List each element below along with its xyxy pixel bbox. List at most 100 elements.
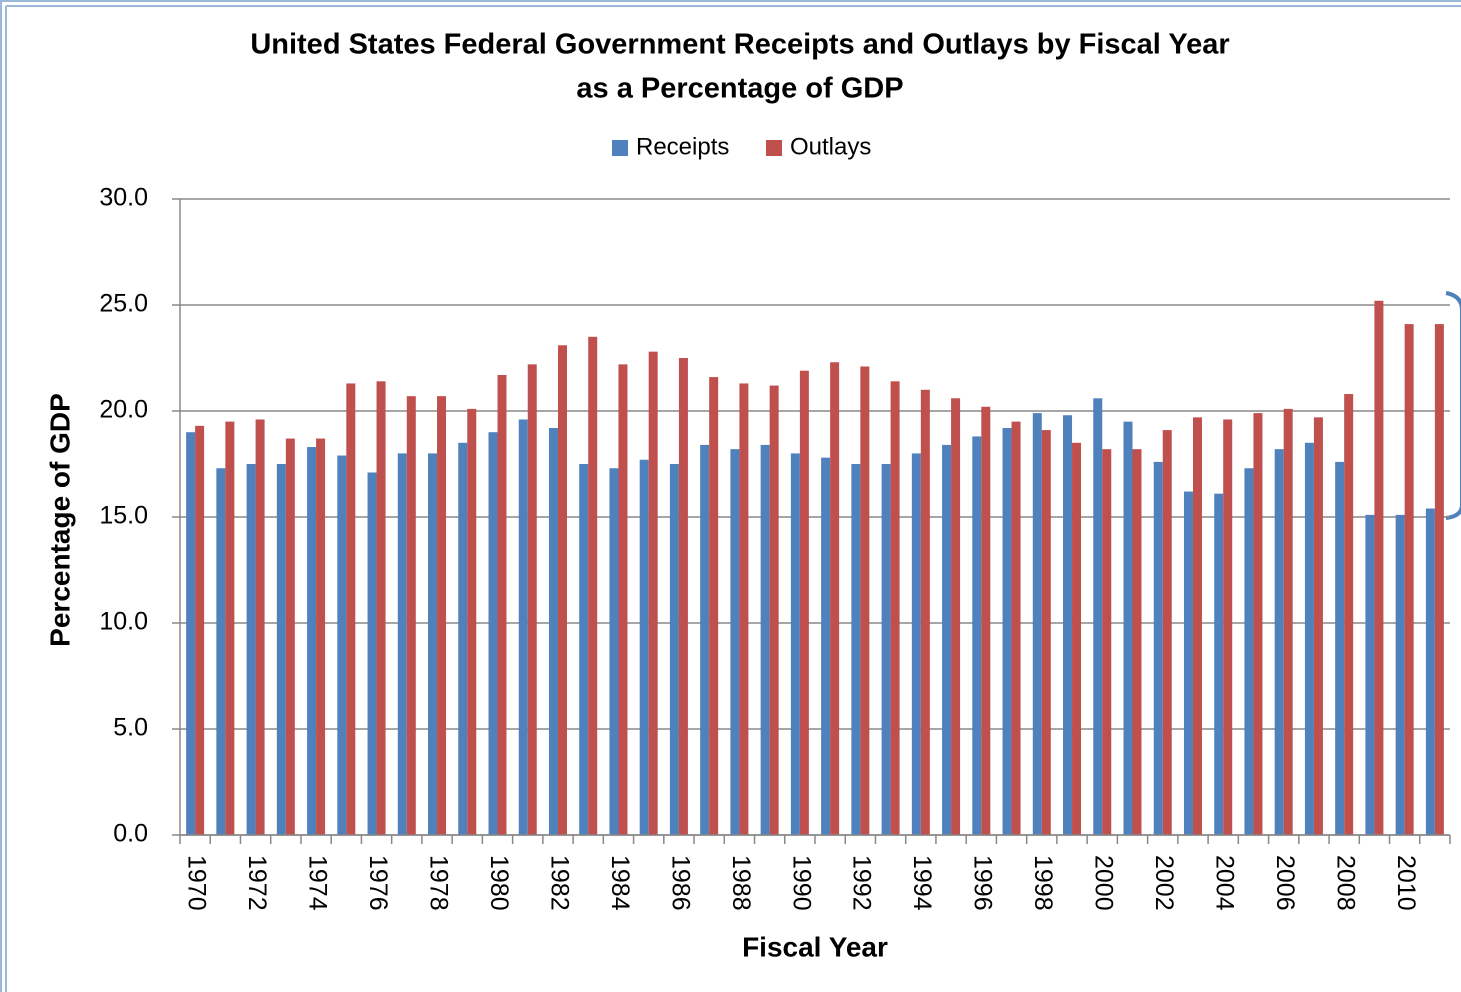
bar [1365, 514, 1375, 835]
bar [428, 453, 438, 835]
chart-title: United States Federal Government Receipt… [250, 29, 1229, 61]
bar [1153, 461, 1163, 835]
bar [367, 472, 377, 835]
bar [225, 421, 235, 835]
bar [1002, 427, 1012, 835]
bar [548, 427, 558, 835]
bar [1335, 461, 1345, 835]
x-tick-label: 1998 [1029, 855, 1057, 911]
bar [1313, 417, 1323, 835]
bar [860, 366, 870, 835]
bar [579, 464, 589, 835]
bar [346, 383, 356, 835]
x-tick-label: 1976 [364, 855, 392, 911]
bar [1274, 449, 1284, 835]
bar [1132, 449, 1142, 835]
x-tick-label: 2004 [1211, 855, 1239, 911]
bar [709, 377, 719, 835]
bar [1192, 417, 1202, 835]
bar [1244, 468, 1254, 835]
bar [186, 432, 196, 835]
y-tick-label: 10.0 [99, 608, 148, 636]
bar [1395, 514, 1405, 835]
x-tick-label: 2002 [1150, 855, 1178, 911]
bar [730, 449, 740, 835]
bar [285, 438, 295, 835]
x-tick-label: 1994 [908, 855, 936, 911]
bar [1344, 394, 1354, 835]
bar [1011, 421, 1021, 835]
bar [458, 442, 468, 835]
bar [881, 464, 891, 835]
x-tick-label: 1992 [848, 855, 876, 911]
x-tick-label: 1996 [969, 855, 997, 911]
bar [337, 455, 347, 835]
bar [669, 464, 679, 835]
bar [851, 464, 861, 835]
bar [911, 453, 921, 835]
x-tick-label: 2000 [1090, 855, 1118, 911]
bar [437, 396, 447, 835]
y-tick-label: 15.0 [99, 502, 148, 530]
bar [316, 438, 326, 835]
y-tick-label: 30.0 [99, 184, 148, 212]
bar [739, 383, 749, 835]
legend-label: Receipts [636, 133, 729, 160]
selection-bracket [1445, 291, 1461, 520]
bar [1223, 419, 1233, 835]
bar [1183, 491, 1193, 835]
bar [376, 381, 386, 835]
bar [609, 468, 619, 835]
x-tick-label: 1984 [606, 855, 634, 911]
x-tick-label: 1982 [545, 855, 573, 911]
x-tick-label: 2006 [1271, 855, 1299, 911]
bar [1123, 421, 1133, 835]
x-tick-label: 1986 [666, 855, 694, 911]
bar [1404, 324, 1414, 835]
bar [799, 370, 809, 835]
bar [467, 408, 477, 835]
bar [790, 453, 800, 835]
x-tick-label: 1980 [485, 855, 513, 911]
bar [678, 358, 688, 835]
bar [588, 336, 598, 835]
x-axis-title: Fiscal Year [742, 931, 888, 962]
x-tick-label: 2010 [1392, 855, 1420, 911]
bar [1041, 430, 1051, 835]
bar [1032, 413, 1042, 835]
x-tick-label: 2008 [1332, 855, 1360, 911]
x-tick-label: 1978 [424, 855, 452, 911]
y-tick-label: 25.0 [99, 290, 148, 318]
y-tick-label: 20.0 [99, 396, 148, 424]
bar [1162, 430, 1172, 835]
bar [216, 468, 226, 835]
bar [1093, 398, 1103, 835]
x-tick-label: 1974 [303, 855, 331, 911]
bar [195, 425, 205, 835]
bar [406, 396, 416, 835]
bar [307, 447, 317, 835]
x-tick-label: 1988 [727, 855, 755, 911]
bar [951, 398, 961, 835]
bar [821, 457, 831, 835]
bar [942, 444, 952, 835]
bar [920, 389, 930, 835]
bar [497, 374, 507, 835]
bar [618, 364, 628, 835]
bar [700, 444, 710, 835]
y-axis-title: Percentage of GDP [44, 393, 75, 647]
x-tick-label: 1970 [183, 855, 211, 911]
bar [760, 444, 770, 835]
y-tick-label: 0.0 [113, 820, 148, 848]
bar [557, 345, 567, 835]
bar [276, 464, 286, 835]
bar [972, 436, 982, 835]
bar [246, 464, 256, 835]
legend-label: Outlays [790, 133, 871, 160]
bar [1304, 442, 1314, 835]
x-tick-label: 1990 [787, 855, 815, 911]
bar [1425, 508, 1435, 835]
